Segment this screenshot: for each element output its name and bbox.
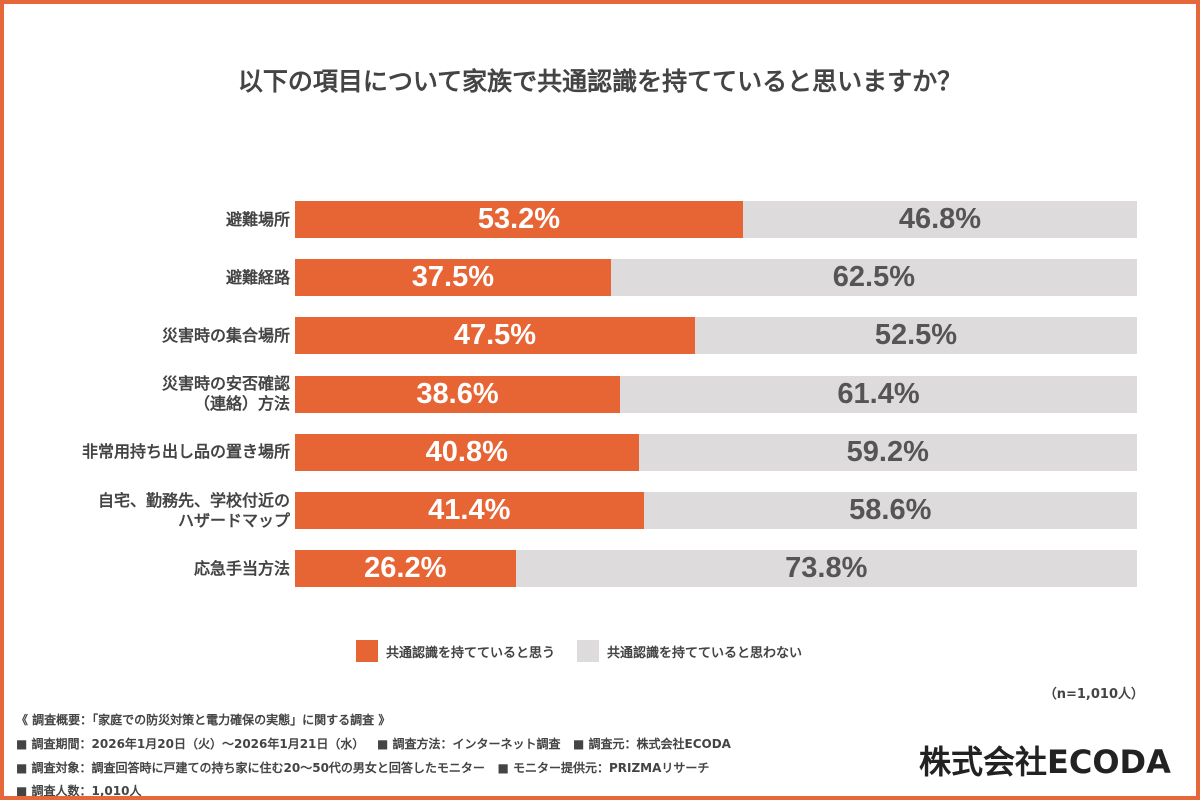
- data-label: 38.6%: [416, 377, 499, 410]
- category-label: 災害時の安否確認 （連絡）方法: [161, 374, 290, 414]
- survey-overview: 《 調査概要：「家庭での防災対策と電力確保の実態」に関する調査 》: [16, 713, 391, 727]
- bar-no: [620, 375, 1137, 413]
- category-label: 避難経路: [225, 267, 290, 287]
- data-label: 58.6%: [849, 494, 932, 526]
- category-label: 災害時の集合場所: [161, 325, 290, 345]
- bar-yes: [295, 201, 743, 238]
- data-label: 73.8%: [785, 552, 868, 585]
- bar-no: [515, 550, 1137, 588]
- legend-swatch-yes: [356, 640, 378, 662]
- bar-yes: [295, 317, 695, 355]
- legend: 共通認識を持てていると思う 共通認識を持てていると思わない: [356, 640, 802, 662]
- data-label: 61.4%: [837, 377, 920, 410]
- data-label: 37.5%: [411, 261, 494, 294]
- data-label: 53.2%: [477, 203, 561, 235]
- survey-target: ■ 調査対象：調査回答時に戸建ての持ち家に住む20～50代の男女と回答したモニタ…: [16, 761, 710, 775]
- bar-yes: [295, 433, 639, 471]
- company-logo: 株式会社ECODA: [919, 743, 1171, 781]
- bar-no: [694, 317, 1137, 355]
- bar-no: [742, 201, 1137, 238]
- bar-no: [643, 492, 1137, 529]
- survey-period: ■ 調査期間：2026年1月20日（火）～2026年1月21日（水） ■ 調査方…: [16, 737, 731, 751]
- bar-no: [610, 259, 1137, 297]
- legend-swatch-no: [577, 640, 600, 662]
- legend-label-no: 共通認識を持てていると思わない: [607, 645, 803, 661]
- data-label: 59.2%: [846, 435, 929, 468]
- category-label: 避難場所: [225, 209, 290, 229]
- legend-label-yes: 共通認識を持てていると思う: [386, 645, 556, 661]
- data-label: 62.5%: [832, 261, 915, 294]
- chart-title: 以下の項目について家族で共通認識を持てていると思いますか？: [237, 67, 963, 96]
- data-label: 46.8%: [898, 203, 982, 235]
- bar-yes: [295, 259, 611, 297]
- data-label: 47.5%: [453, 319, 537, 352]
- data-label: 40.8%: [425, 435, 508, 468]
- data-label: 52.5%: [874, 319, 958, 352]
- sample-size: （n=1,010人）: [1043, 687, 1144, 702]
- category-label: 非常用持ち出し品の置き場所: [81, 442, 290, 462]
- bar-yes: [295, 550, 516, 588]
- category-label: 応急手当方法: [193, 558, 290, 578]
- category-label: 自宅、勤務先、学校付近の ハザードマップ: [97, 490, 290, 530]
- bar-yes: [295, 375, 620, 413]
- data-label: 41.4%: [428, 494, 511, 526]
- survey-count: ■ 調査人数：1,010人: [16, 784, 142, 798]
- bar-no: [638, 433, 1137, 471]
- bar-yes: [295, 492, 644, 529]
- data-label: 26.2%: [364, 552, 447, 585]
